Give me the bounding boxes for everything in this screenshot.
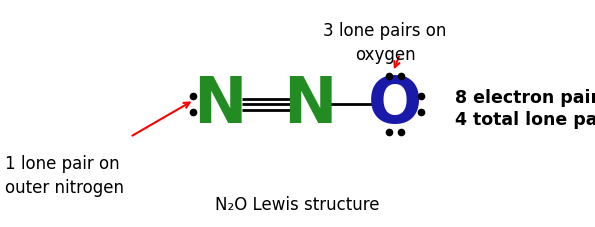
Text: 3 lone pairs on
oxygen: 3 lone pairs on oxygen [323, 22, 447, 63]
Text: N: N [193, 74, 247, 135]
Text: O: O [368, 74, 422, 135]
Text: 8 electron pairs: 8 electron pairs [455, 89, 595, 106]
Text: 1 lone pair on
outer nitrogen: 1 lone pair on outer nitrogen [5, 154, 124, 196]
Text: 4 total lone pairs: 4 total lone pairs [455, 111, 595, 128]
Text: N: N [283, 74, 337, 135]
Text: N₂O Lewis structure: N₂O Lewis structure [215, 195, 379, 213]
